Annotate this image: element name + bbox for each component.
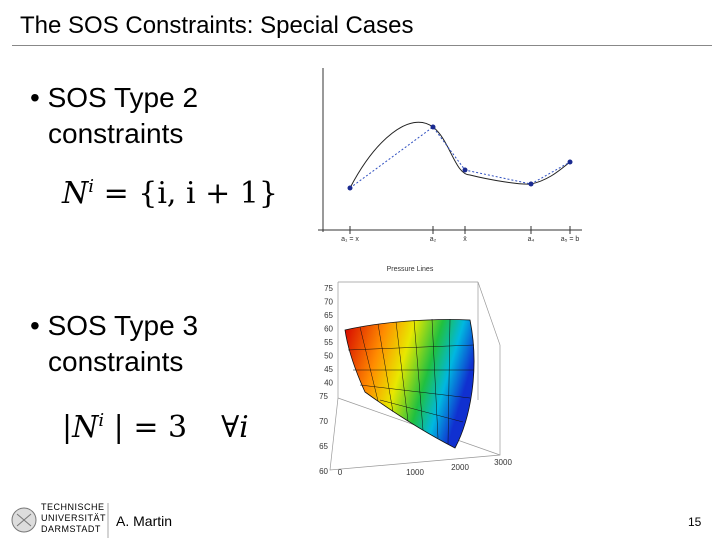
mesh-line [413,319,424,431]
axis-label: x̄ [463,236,467,243]
point [462,167,468,173]
bullet-marker: • [30,310,40,341]
mesh-line [395,321,409,422]
mesh-line [379,399,464,423]
mesh-line [359,326,379,402]
university: TECHNISCHE UNIVERSITÄT DARMSTADT [41,502,106,535]
point [347,185,353,191]
axis-label: 45 [324,365,333,374]
axis-label: 50 [324,352,333,361]
formula-sup: i [88,176,95,197]
bullet-text: SOS Type 2 [47,82,199,113]
ticks [349,226,571,234]
point [567,159,573,165]
mesh-line [347,344,475,351]
axis-label: 60 [319,467,328,476]
logo [11,507,37,533]
formula-sup: i [98,410,105,431]
linearization [349,126,571,189]
point [528,181,534,187]
axis-label: 40 [324,379,333,388]
slide-title: The SOS Constraints: Special Cases [20,12,414,39]
bullet-text: SOS Type 3 [47,310,199,341]
box [329,281,501,471]
bullet: • SOS Type 3 [30,310,198,342]
university-line: DARMSTADT [41,524,101,534]
surface-plot: Pressure Lines 75 70 65 60 55 50 45 40 75 70 65 60 0 1… [319,266,512,477]
formula-base: N [72,410,99,445]
curve [349,121,571,189]
bullet-marker: • [30,82,40,113]
points [347,124,573,191]
axis-label: 75 [319,392,328,401]
axis-label: 1000 [406,468,424,477]
axis-label: 75 [324,284,333,293]
point [430,124,436,130]
axis-label: 70 [324,298,333,307]
title-rule [12,45,712,46]
axis-label: a₅ = b [561,236,580,243]
formula-rest: | = 3 [113,410,188,445]
axis-label: 65 [324,311,333,320]
university-line: UNIVERSITÄT [41,513,107,523]
author: A. Martin [116,513,173,529]
piecewise-plot: a₁ = x a₂ x̄ a₄ a₅ = b [318,68,582,243]
university-line: TECHNISCHE [41,502,105,512]
bullet: • SOS Type 2 [30,82,198,114]
logo-emblem [16,513,32,527]
axis-label: a₁ = x [341,236,359,243]
axis-label: 0 [338,468,343,477]
formula-base: N [62,176,89,211]
page-number: 15 [688,515,702,529]
mesh-line [447,318,451,445]
axis-label: 2000 [451,463,469,472]
axis-label: 60 [324,325,333,334]
formula-quantifier: ∀i [221,410,249,445]
box-edge [329,281,501,471]
formula: Ni = {i, i + 1} [62,176,278,211]
bullet-continuation: constraints [48,118,184,149]
mesh-line [359,384,471,399]
axis-label: 55 [324,338,333,347]
surface [344,319,475,449]
mesh [347,318,475,445]
bullet-continuation: constraints [48,346,184,377]
axis-label: Pressure Lines [387,266,434,273]
formula-rest: = {i, i + 1} [103,176,278,211]
axis-label: a₂ [430,236,437,243]
formula-pre: | [62,410,73,445]
formula: |Ni | = 3 ∀i [62,410,249,445]
axis-label: 3000 [494,458,512,467]
mesh-line [431,318,439,439]
mesh-line [377,323,394,413]
axis-label: 65 [319,442,328,451]
axis-label: a₄ [528,236,535,243]
axis-label: 70 [319,417,328,426]
